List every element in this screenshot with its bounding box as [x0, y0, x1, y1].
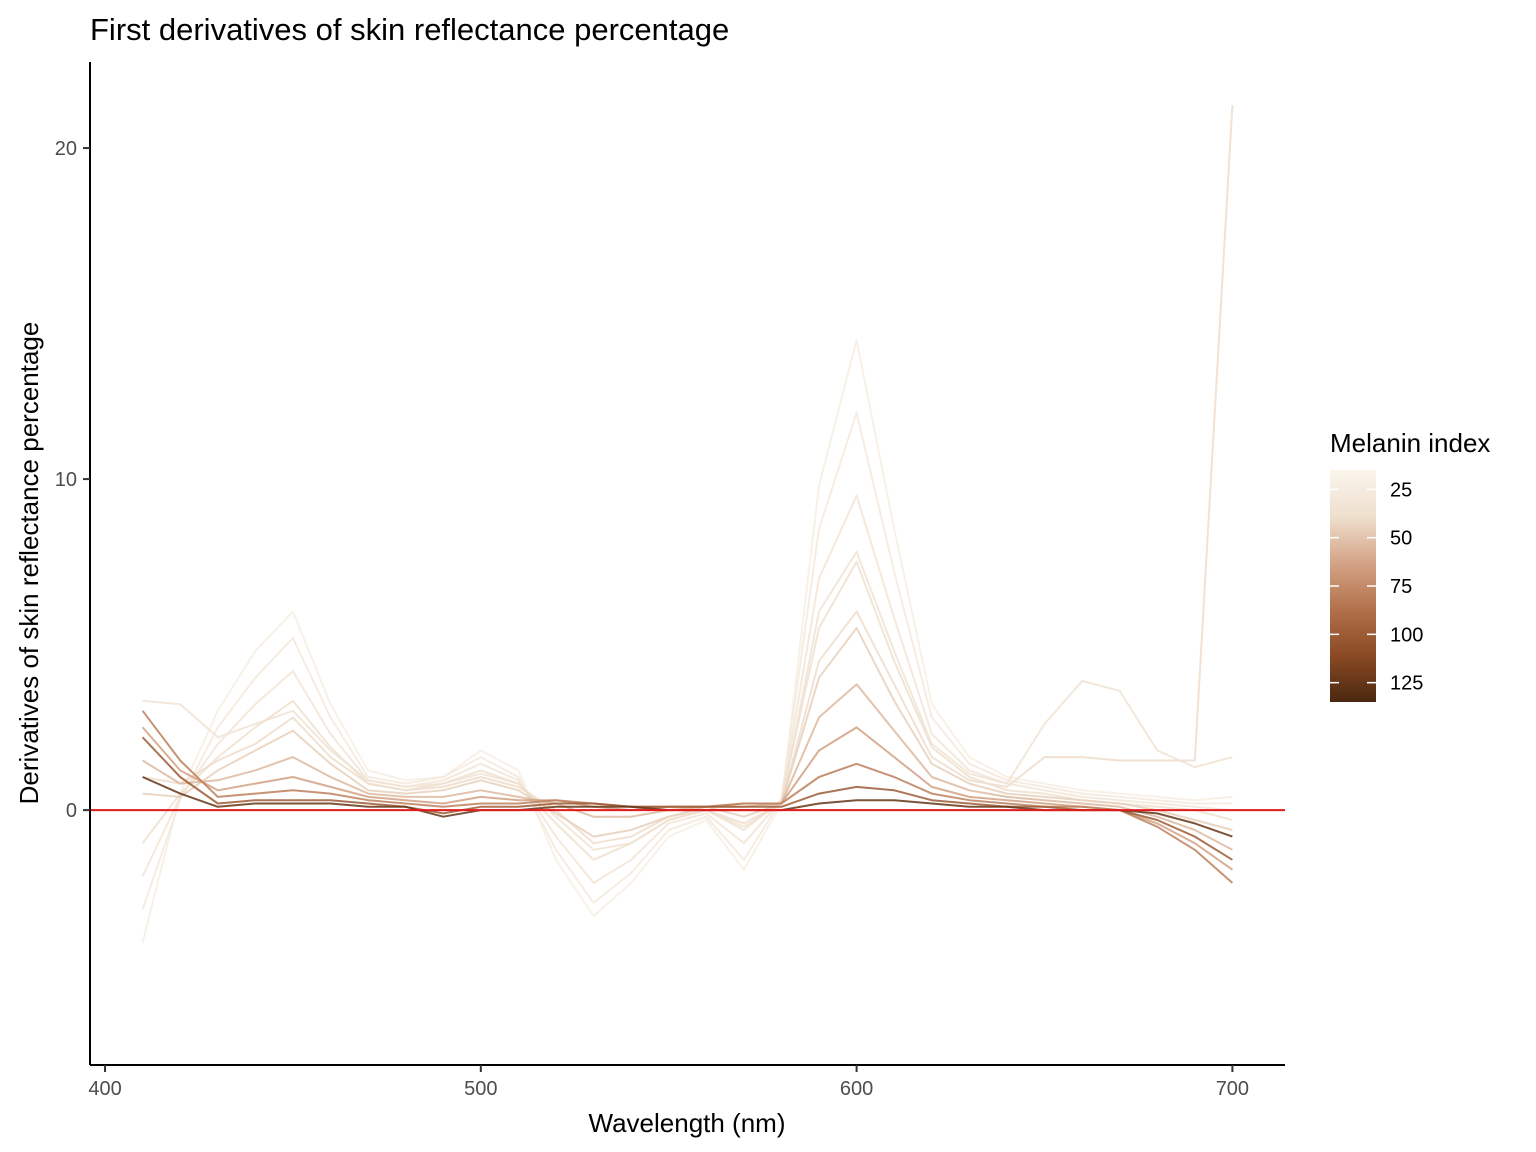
legend-title: Melanin index: [1330, 428, 1490, 458]
series-line: [141, 494, 1233, 884]
series-line: [141, 710, 1234, 884]
series-line: [141, 560, 1233, 861]
y-tick-label: 0: [66, 800, 77, 822]
y-tick-label: 10: [55, 469, 77, 491]
series-line: [142, 627, 1233, 838]
axes: 400 500 600 700 0 10 20: [55, 62, 1285, 1100]
colorbar-tick-label: 75: [1390, 576, 1412, 598]
colorbar-tick-label: 125: [1390, 673, 1423, 695]
colorbar-legend: Melanin index 25 50 75 100 125: [1330, 428, 1490, 702]
y-tick-label: 20: [55, 138, 77, 160]
x-axis-title: Wavelength (nm): [589, 1108, 786, 1138]
chart-title: First derivatives of skin reflectance pe…: [90, 12, 729, 47]
x-tick-label: 700: [1216, 1078, 1249, 1100]
x-tick-label: 400: [88, 1078, 121, 1100]
series-line: [142, 683, 1233, 851]
y-axis-title: Derivatives of skin reflectance percenta…: [14, 322, 44, 805]
colorbar-tick-label: 100: [1390, 624, 1423, 646]
series-line: [141, 411, 1233, 910]
colorbar-tick-label: 25: [1390, 479, 1412, 501]
x-tick-label: 600: [840, 1078, 873, 1100]
series-line: [142, 104, 1234, 845]
series-lines: [141, 104, 1234, 943]
series-line: [141, 339, 1233, 943]
colorbar-tick-label: 50: [1390, 528, 1412, 550]
x-tick-label: 500: [464, 1078, 497, 1100]
series-line: [141, 736, 1233, 861]
